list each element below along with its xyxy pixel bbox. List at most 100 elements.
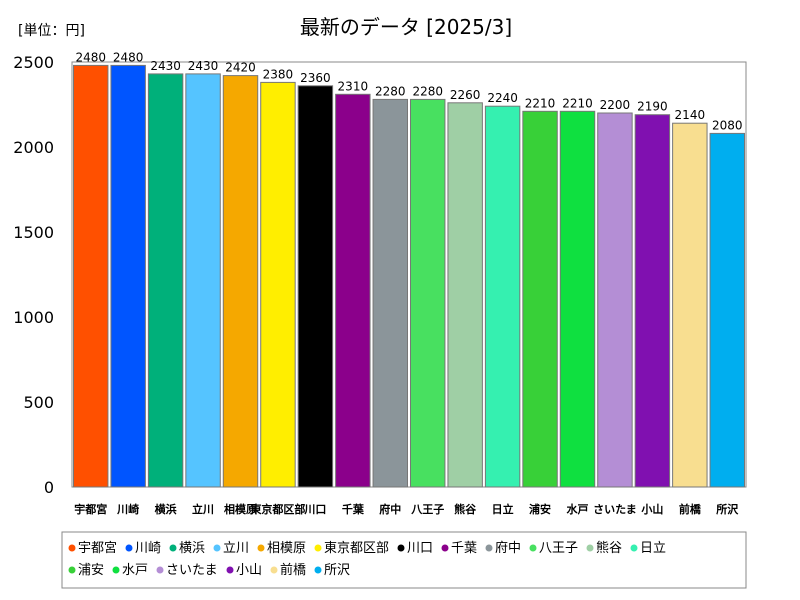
legend-marker bbox=[397, 544, 405, 552]
x-tick-label: 横浜 bbox=[155, 502, 177, 516]
y-tick-label: 1000 bbox=[13, 308, 54, 327]
legend-item: 浦安 bbox=[78, 563, 104, 578]
data-label: 2480 bbox=[113, 50, 144, 64]
x-tick-label: 宇都宮 bbox=[74, 502, 107, 516]
x-tick-label: 所沢 bbox=[716, 502, 739, 516]
bar bbox=[672, 122, 708, 488]
bar bbox=[559, 110, 596, 488]
x-tick-label: 浦安 bbox=[529, 502, 551, 516]
bar bbox=[634, 114, 671, 488]
bar bbox=[147, 73, 184, 488]
legend-marker bbox=[441, 544, 449, 552]
data-label: 2190 bbox=[637, 100, 668, 114]
data-label: 2210 bbox=[525, 96, 556, 110]
plot-area bbox=[71, 61, 747, 488]
x-tick-label: 東京都区部 bbox=[250, 502, 305, 516]
legend-marker bbox=[314, 544, 322, 552]
x-tick-label: 熊谷 bbox=[454, 502, 477, 516]
bar bbox=[522, 110, 558, 488]
bar bbox=[260, 81, 296, 488]
legend-item: 千葉 bbox=[451, 541, 477, 556]
legend-item: 日立 bbox=[640, 541, 666, 556]
data-label: 2360 bbox=[300, 71, 331, 85]
legend-marker bbox=[485, 544, 493, 552]
legend-marker bbox=[270, 566, 278, 574]
legend-marker bbox=[314, 566, 322, 574]
x-tick-label: 立川 bbox=[192, 502, 214, 516]
chart-title: 最新のデータ [2025/3] bbox=[300, 15, 512, 39]
legend-marker bbox=[630, 544, 638, 552]
y-axis: 0 500 1000 1500 2000 2500 bbox=[13, 53, 54, 497]
data-label: 2140 bbox=[675, 108, 706, 122]
bar bbox=[410, 98, 446, 488]
legend-item: 前橋 bbox=[280, 562, 306, 578]
legend-marker bbox=[125, 544, 133, 552]
legend-item: 立川 bbox=[223, 541, 249, 556]
data-label: 2310 bbox=[338, 79, 369, 93]
x-tick-label: 府中 bbox=[379, 502, 401, 516]
bar bbox=[484, 105, 521, 488]
legend-marker bbox=[213, 544, 221, 552]
x-tick-label: 小山 bbox=[640, 502, 663, 516]
legend-item: 小山 bbox=[236, 563, 262, 578]
legend-box bbox=[61, 531, 747, 589]
legend-item: 東京都区部 bbox=[324, 540, 389, 556]
y-tick-label: 2000 bbox=[13, 138, 54, 157]
y-tick-label: 0 bbox=[44, 478, 54, 497]
legend-marker bbox=[68, 544, 76, 552]
bar bbox=[110, 64, 146, 488]
x-tick-label: 前橋 bbox=[679, 502, 702, 516]
bar bbox=[709, 132, 745, 488]
x-tick-label: 川口 bbox=[303, 503, 326, 516]
bar bbox=[447, 102, 483, 488]
data-label: 2280 bbox=[412, 84, 443, 98]
data-label: 2240 bbox=[487, 91, 518, 105]
legend-item: さいたま bbox=[166, 563, 218, 578]
data-label: 2480 bbox=[75, 50, 106, 64]
x-tick-label: 川崎 bbox=[116, 502, 139, 516]
data-label: 2430 bbox=[188, 59, 219, 73]
legend-marker bbox=[586, 544, 594, 552]
x-tick-label: 日立 bbox=[492, 502, 514, 516]
data-label: 2420 bbox=[225, 61, 256, 75]
data-label: 2200 bbox=[600, 98, 631, 112]
bar bbox=[73, 64, 109, 488]
data-label: 2080 bbox=[712, 118, 743, 132]
legend-item: 宇都宮 bbox=[78, 540, 117, 556]
legend-marker bbox=[226, 566, 234, 574]
data-label: 2380 bbox=[263, 67, 294, 81]
y-tick-label: 500 bbox=[23, 393, 54, 412]
legend-marker bbox=[257, 544, 265, 552]
bar bbox=[372, 98, 408, 488]
data-label: 2430 bbox=[150, 59, 181, 73]
data-label: 2260 bbox=[450, 88, 481, 102]
legend-marker bbox=[112, 566, 120, 574]
y-tick-label: 1500 bbox=[13, 223, 54, 242]
legend-marker bbox=[68, 566, 76, 574]
bar bbox=[297, 85, 334, 488]
bar bbox=[185, 73, 221, 488]
legend-marker bbox=[156, 566, 164, 574]
bars-group: 2480 2480 2430 2430 2420 2380 2360 2310 2280 2280… bbox=[73, 50, 745, 488]
x-tick-label: 八王子 bbox=[410, 503, 444, 516]
legend-item: 水戸 bbox=[122, 563, 148, 578]
legend-item: 相模原 bbox=[267, 541, 306, 556]
legend-item: 府中 bbox=[495, 541, 521, 556]
legend-marker bbox=[529, 544, 537, 552]
legend-item: 八王子 bbox=[539, 541, 578, 556]
legend-item: 横浜 bbox=[179, 541, 205, 556]
x-tick-label: 相模原 bbox=[224, 502, 257, 516]
legend-item: 所沢 bbox=[324, 563, 350, 578]
data-label: 2210 bbox=[562, 96, 593, 110]
x-tick-label: 千葉 bbox=[342, 502, 365, 516]
legend-marker bbox=[169, 544, 177, 552]
x-tick-label: さいたま bbox=[593, 503, 637, 516]
legend-item: 熊谷 bbox=[596, 540, 622, 556]
unit-label: [単位：円] bbox=[18, 23, 85, 39]
bar bbox=[222, 75, 259, 488]
legend-item: 川口 bbox=[407, 541, 433, 556]
x-tick-label: 水戸 bbox=[567, 502, 589, 516]
